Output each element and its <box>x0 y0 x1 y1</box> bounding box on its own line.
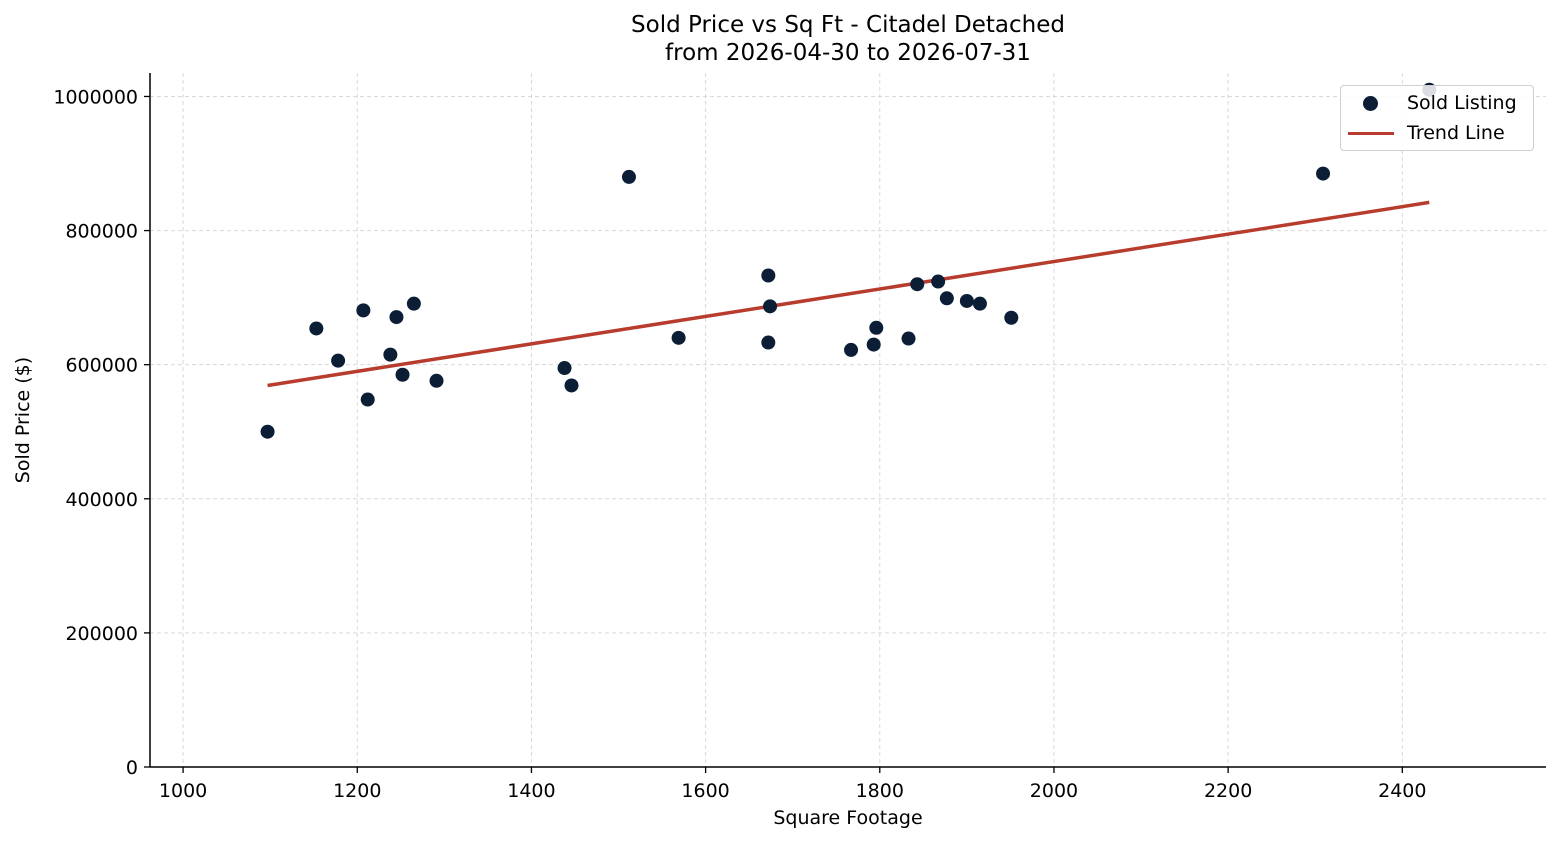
y-axis-label: Sold Price ($) <box>12 356 34 484</box>
scatter-point <box>763 299 778 314</box>
chart-subtitle: from 2026-04-30 to 2026-07-31 <box>665 40 1031 66</box>
scatter-point <box>360 392 375 407</box>
scatter-point <box>844 342 859 357</box>
scatter-point <box>910 277 925 292</box>
x-tick-labels: 1000 1200 1400 1600 1800 2000 2200 2400 <box>159 780 1427 802</box>
legend-marker-dot <box>1363 96 1378 111</box>
scatter-point <box>260 424 275 439</box>
x-tick-label: 1200 <box>333 780 381 802</box>
scatter-point <box>429 373 444 388</box>
y-tick-label: 600000 <box>65 355 138 377</box>
legend-label-trend-line: Trend Line <box>1407 122 1505 144</box>
trend-line-layer <box>267 200 1430 388</box>
y-tick-label: 800000 <box>65 221 138 243</box>
scatter-point <box>901 331 916 346</box>
trend-line <box>267 200 1430 388</box>
x-tick-label: 1800 <box>856 780 904 802</box>
y-tick-label: 400000 <box>65 489 138 511</box>
scatter-point <box>671 330 686 345</box>
scatter-point <box>389 310 404 325</box>
legend: Sold Listing Trend Line <box>1340 85 1534 151</box>
scatter-point <box>564 378 579 393</box>
scatter-point <box>959 293 974 308</box>
grid-lines <box>150 73 1546 768</box>
scatter-point <box>557 361 572 376</box>
y-tick-label: 200000 <box>65 623 138 645</box>
x-tick-label: 1600 <box>681 780 729 802</box>
legend-item-trend-line: Trend Line <box>1341 120 1533 146</box>
scatter-point <box>309 321 324 336</box>
scatter-point <box>761 335 776 350</box>
scatter-point <box>356 303 371 318</box>
scatter-point <box>621 169 636 184</box>
scatter-point <box>866 337 881 352</box>
scatter-point <box>1004 310 1019 325</box>
scatter-point <box>1316 166 1331 181</box>
scatter-point <box>869 320 884 335</box>
x-tick-label: 1000 <box>159 780 207 802</box>
scatter-point <box>331 353 346 368</box>
scatter-point <box>939 291 954 306</box>
x-tick-label: 2400 <box>1378 780 1426 802</box>
scatter-point <box>761 268 776 283</box>
legend-label-sold-listing: Sold Listing <box>1407 92 1517 114</box>
scatter-point <box>406 296 421 311</box>
scatter-point <box>395 367 410 382</box>
legend-marker-line <box>1348 132 1394 135</box>
scatter-point <box>383 347 398 362</box>
chart-title: Sold Price vs Sq Ft - Citadel Detached <box>631 12 1065 38</box>
y-tick-labels: 0 200000 400000 600000 800000 1000000 <box>53 86 138 779</box>
y-tick-label: 0 <box>126 757 138 779</box>
x-axis-label: Square Footage <box>773 807 923 829</box>
x-tick-label: 1400 <box>507 780 555 802</box>
scatter-points-layer <box>260 82 1437 439</box>
scatter-point <box>931 274 946 289</box>
scatter-point <box>972 296 987 311</box>
x-tick-label: 2200 <box>1204 780 1252 802</box>
y-tick-label: 1000000 <box>53 86 138 108</box>
legend-item-sold-listing: Sold Listing <box>1341 90 1533 116</box>
x-tick-label: 2000 <box>1030 780 1078 802</box>
axes <box>144 73 1546 773</box>
